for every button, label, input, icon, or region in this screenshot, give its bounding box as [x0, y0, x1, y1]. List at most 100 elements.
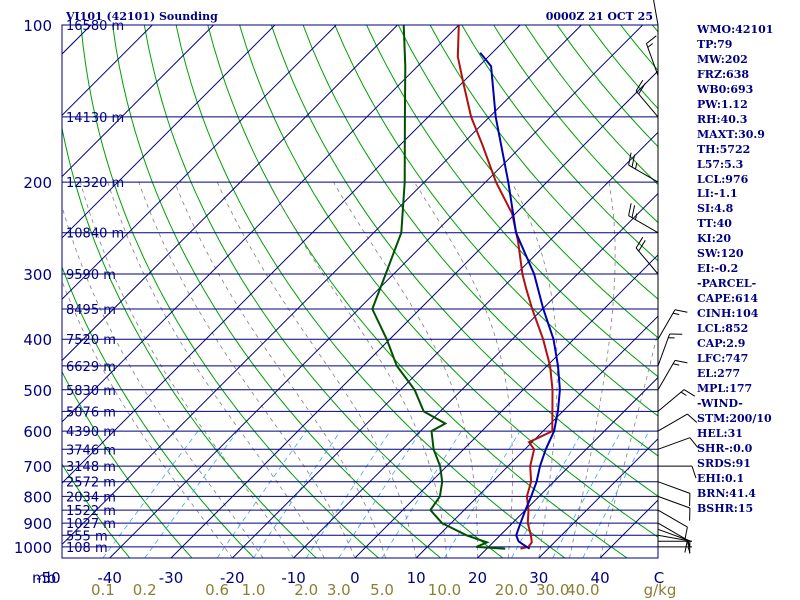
- wind-barb: [657, 309, 688, 340]
- isotherm: [415, 315, 658, 558]
- dry-adiabat: [779, 25, 800, 558]
- height-label: 6629 m: [66, 360, 116, 375]
- sounding-index-item: L57:5.3: [697, 157, 744, 171]
- sounding-index-item: SHR-:0.0: [697, 441, 753, 455]
- height-label: 108 m: [66, 541, 108, 556]
- sounding-index-item: SI:4.8: [697, 202, 734, 216]
- wind-barb-half-flag: [680, 391, 687, 396]
- sounding-index-item: MAXT:30.9: [697, 127, 765, 141]
- dry-adiabat: [112, 25, 441, 558]
- temperature-profile: [456, 25, 554, 550]
- height-label: 7520 m: [66, 333, 116, 348]
- wind-barb: [657, 359, 688, 391]
- sounding-index-item: EL:277: [697, 366, 741, 380]
- wind-barb-flag: [631, 154, 636, 168]
- wind-barb-flag: [689, 437, 699, 448]
- wind-barb-flag: [684, 540, 688, 553]
- dry-adiabat: [429, 25, 658, 300]
- temperature-tick-label: 10: [407, 569, 426, 587]
- sounding-index-item: CINH:104: [697, 307, 759, 321]
- dry-adiabat: [239, 25, 658, 538]
- sounding-index-item: SW:120: [697, 247, 744, 261]
- height-label: 4390 m: [66, 425, 116, 440]
- parcel-profile: [479, 52, 561, 550]
- wind-barb-staff: [657, 309, 676, 340]
- wind-barb-staff: [635, 247, 659, 275]
- sounding-index-item: RH:40.3: [697, 112, 748, 126]
- dry-adiabat: [397, 25, 658, 339]
- plot-background: [62, 25, 658, 558]
- mixing-ratio-label: 0.6: [205, 581, 229, 599]
- wind-barb-half-flag: [672, 363, 680, 366]
- sounding-index-item: SRDS:91: [697, 456, 751, 470]
- height-label: 3746 m: [66, 443, 116, 458]
- wind-barb-flag: [674, 309, 688, 313]
- mixing-ratio-line: [102, 430, 199, 558]
- temperature-tick-label: 20: [468, 569, 487, 587]
- temperature-tick-label: -40: [97, 569, 122, 587]
- pressure-tick-label: 1000: [14, 539, 52, 557]
- moist-adiabat: [62, 280, 233, 558]
- pressure-tick-label: 900: [23, 515, 52, 533]
- temperature-tick-label: 0: [350, 569, 360, 587]
- mixing-ratio-line: [582, 430, 650, 558]
- wind-barb-flag: [674, 359, 688, 364]
- height-label: 1522 m: [66, 504, 116, 519]
- dry-adiabat: [143, 25, 504, 558]
- mixing-ratio-label: 2.0: [294, 581, 318, 599]
- moist-adiabat: [511, 181, 558, 558]
- height-label: 2572 m: [66, 476, 116, 491]
- sounding-index-item: CAPE:614: [697, 292, 758, 306]
- wind-barb: [658, 465, 697, 479]
- isotherm: [62, 25, 521, 484]
- pressure-tick-label: 400: [23, 331, 52, 349]
- sounding-index-item: MPL:177: [697, 381, 753, 395]
- wind-barb: [657, 522, 688, 553]
- sounding-index-item: TT:40: [697, 217, 732, 231]
- moist-adiabat: [268, 181, 448, 558]
- dry-adiabat: [461, 25, 658, 262]
- wind-barb-half-flag: [687, 540, 689, 547]
- sounding-index-item: EHI:0.1: [697, 471, 745, 485]
- mixing-ratio-label: 1.0: [242, 581, 266, 599]
- temperature-tick-label: -30: [159, 569, 184, 587]
- wind-barb-flag: [635, 79, 644, 92]
- dry-adiabat: [62, 265, 255, 558]
- isotherm: [62, 25, 214, 178]
- mixing-ratio-line: [253, 430, 341, 558]
- isotherm: [0, 25, 30, 558]
- sounding-index-item: HEL:31: [697, 426, 743, 440]
- wind-barb-half-flag: [647, 43, 654, 48]
- sounding-index-item: LCL:976: [697, 172, 749, 186]
- mixing-ratio-line: [552, 430, 622, 558]
- moist-adiabat: [569, 182, 616, 558]
- wind-barb: [658, 546, 692, 554]
- sounding-index-item: TP:79: [697, 37, 733, 51]
- wind-barb-staff: [645, 43, 659, 76]
- wind-barb-flag: [638, 82, 646, 95]
- sounding-index-item: CAP:2.9: [697, 337, 746, 351]
- pressure-tick-label: 100: [23, 17, 52, 35]
- wind-barb: [635, 79, 659, 118]
- pressure-tick-label: 200: [23, 174, 52, 192]
- pressure-tick-label: 700: [23, 458, 52, 476]
- isotherm: [62, 25, 153, 117]
- sounding-index-item: WMO:42101: [697, 23, 774, 36]
- wind-barb-staff: [628, 215, 659, 234]
- mixing-ratio-label: 3.0: [327, 581, 351, 599]
- sounding-index-item: EI:-0.2: [697, 262, 739, 276]
- wind-barb-staff: [635, 90, 659, 118]
- mixing-ratio-line: [444, 430, 521, 558]
- wind-barb-flag: [628, 203, 632, 216]
- height-label: 10840 m: [66, 227, 124, 242]
- height-label: 3148 m: [66, 460, 116, 475]
- sounding-index-item: BSHR:15: [697, 501, 754, 515]
- wind-barb-staff: [657, 437, 691, 450]
- isotherm: [62, 25, 460, 423]
- isotherm: [62, 25, 276, 239]
- height-label: 9590 m: [66, 268, 116, 283]
- wind-barb-staff: [657, 333, 671, 367]
- height-label: 14130 m: [66, 111, 124, 126]
- wind-barb: [657, 534, 692, 547]
- temperature-tick-label: -20: [220, 569, 245, 587]
